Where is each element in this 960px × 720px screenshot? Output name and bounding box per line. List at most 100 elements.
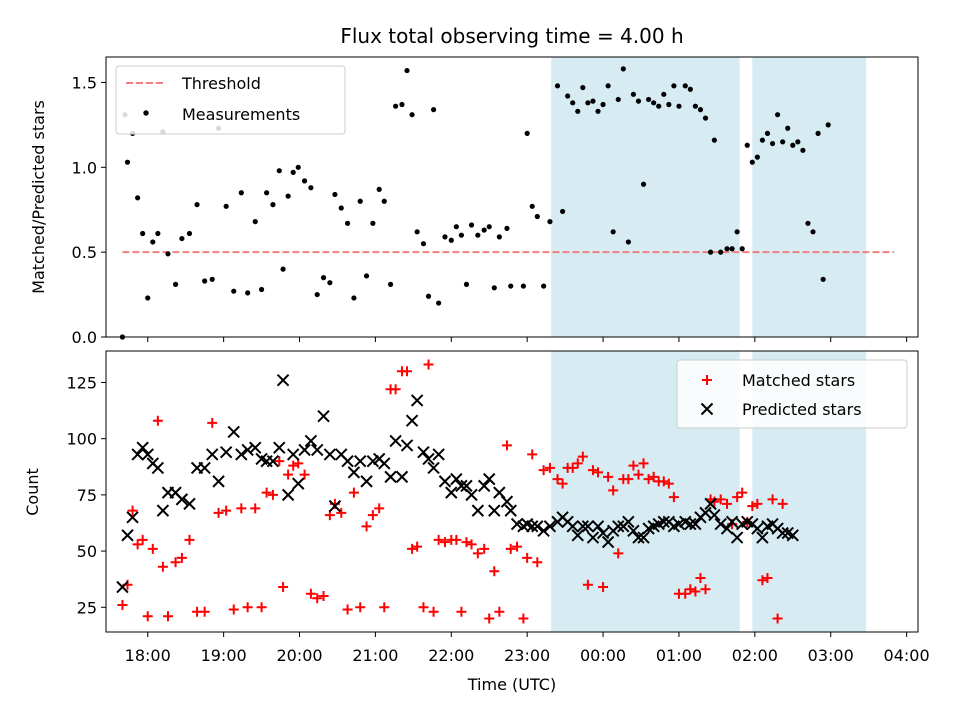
- measurement-point: [610, 229, 616, 235]
- predicted-star-point: [116, 580, 129, 594]
- matched-star-point: [170, 557, 181, 568]
- predicted-star-point: [632, 531, 645, 544]
- predicted-star-point: [286, 448, 300, 461]
- measurement-point: [393, 103, 399, 109]
- matched-star-point: [593, 467, 604, 478]
- predicted-star-point: [776, 526, 789, 540]
- measurement-point: [615, 96, 621, 103]
- matched-star-point: [456, 606, 467, 617]
- matched-star-point: [643, 474, 654, 485]
- measurement-points: [119, 66, 831, 340]
- ratio-axis-ticks: 0.0 0.5 1.0 1.5: [72, 73, 908, 347]
- matched-star-point: [572, 458, 583, 469]
- measurement-point: [764, 130, 771, 136]
- predicted-star-point: [183, 497, 196, 511]
- matched-star-point: [305, 588, 316, 599]
- predicted-star-point: [235, 448, 248, 461]
- matched-star-point: [374, 503, 385, 514]
- predicted-star-points: [116, 374, 799, 594]
- matched-star-point: [777, 498, 788, 509]
- matched-star-point: [567, 462, 578, 473]
- x-tick-label: 22:00: [428, 646, 474, 665]
- predicted-star-point: [323, 448, 337, 461]
- matched-star-point: [685, 584, 696, 595]
- x-tick-label: 20:00: [276, 646, 322, 665]
- predicted-star-point: [537, 524, 550, 538]
- count-axis-ticks: 25 50 75 100 125 18:00 19:00 20:00 21:00 22:00 23:…: [66, 373, 929, 665]
- predicted-star-point: [725, 515, 739, 529]
- measurement-point: [404, 67, 410, 74]
- measurement-point: [815, 130, 821, 136]
- legend-predicted-marker: [700, 402, 714, 416]
- measurement-point: [468, 222, 475, 228]
- matched-star-point: [221, 505, 232, 516]
- predicted-star-point: [156, 504, 170, 517]
- measurement-point: [729, 246, 735, 252]
- matched-star-point: [117, 600, 128, 611]
- matched-star-point: [722, 498, 733, 509]
- measurement-point: [363, 273, 370, 279]
- measurement-point: [186, 230, 193, 237]
- predicted-star-point: [311, 443, 324, 457]
- measurement-point: [754, 154, 760, 160]
- matched-star-point: [348, 487, 359, 498]
- x-tick-label: 21:00: [352, 646, 398, 665]
- x-tick-label: 00:00: [580, 646, 626, 665]
- predicted-star-point: [751, 522, 764, 535]
- predicted-star-point: [175, 493, 189, 506]
- predicted-star-point: [136, 441, 149, 454]
- predicted-star-point: [281, 488, 295, 502]
- matched-star-point: [658, 476, 669, 487]
- measurement-point: [270, 202, 276, 208]
- y-tick-label: 25: [77, 598, 97, 617]
- predicted-star-point: [455, 479, 468, 493]
- matched-star-point: [137, 534, 148, 545]
- measurement-point: [590, 98, 596, 104]
- matched-star-point: [342, 604, 353, 615]
- matched-star-point: [274, 456, 285, 467]
- count-legend-box: [676, 359, 908, 429]
- predicted-star-point: [304, 434, 318, 448]
- matched-star-point: [582, 579, 593, 590]
- matched-star-point: [690, 586, 701, 597]
- matched-star-point: [668, 492, 679, 503]
- measurement-point: [124, 159, 131, 165]
- predicted-star-point: [273, 441, 286, 454]
- x-tick-label: 04:00: [884, 646, 930, 665]
- matched-star-point: [184, 534, 195, 545]
- predicted-star-point: [543, 520, 557, 533]
- measurement-point: [252, 219, 258, 225]
- legend-measurements-label: Measurements: [182, 105, 300, 124]
- matched-star-point: [757, 575, 768, 586]
- count-panel: 25 50 75 100 125 18:00 19:00 20:00 21:00 22:00 23:…: [23, 350, 930, 694]
- legend-measurement-swatch: [143, 110, 149, 116]
- count-y-axis-label: Count: [23, 468, 42, 516]
- matched-star-point: [451, 534, 462, 545]
- predicted-star-point: [526, 520, 539, 533]
- predicted-star-point: [786, 529, 799, 542]
- matched-star-point: [557, 478, 568, 489]
- matched-star-point: [250, 503, 261, 514]
- predicted-star-point: [292, 477, 305, 490]
- measurement-point: [481, 227, 487, 233]
- measurement-point: [739, 246, 745, 252]
- predicted-star-point: [141, 448, 154, 461]
- matched-star-point: [577, 451, 588, 462]
- measurement-point: [687, 86, 693, 92]
- predicted-star-point: [151, 461, 165, 475]
- measurement-point: [238, 190, 244, 196]
- matched-star-point: [587, 465, 598, 476]
- matched-star-point: [355, 602, 366, 613]
- legend-predicted-swatch: [700, 402, 714, 416]
- matched-star-point: [532, 557, 543, 568]
- matched-star-point: [147, 543, 158, 554]
- measurement-point: [749, 159, 755, 165]
- predicted-star-point: [596, 526, 610, 540]
- shaded-interval: [551, 57, 740, 337]
- measurement-point: [559, 208, 566, 215]
- predicted-star-point: [131, 448, 144, 461]
- matched-star-point: [402, 366, 413, 377]
- matched-star-point: [312, 593, 323, 604]
- measurement-point: [724, 246, 730, 252]
- predicted-star-point: [450, 472, 463, 486]
